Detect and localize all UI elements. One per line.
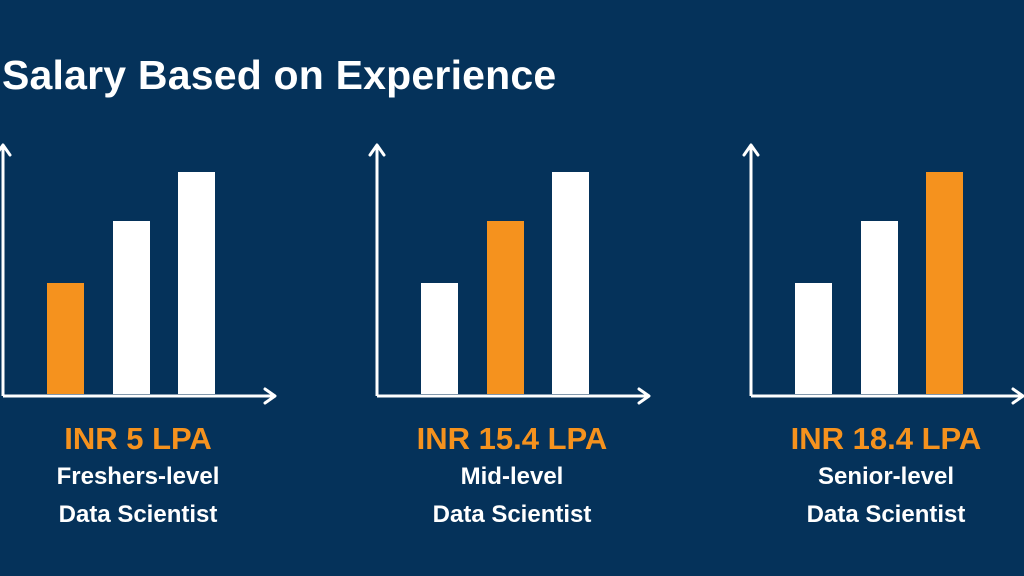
bar-2-3 bbox=[552, 172, 589, 394]
salary-value: INR 5 LPA bbox=[64, 421, 212, 456]
panel-label-2: INR 15.4 LPA Mid-level Data Scientist bbox=[372, 421, 652, 529]
x-axis-arrow-icon bbox=[637, 387, 651, 405]
bar-1-1 bbox=[47, 283, 84, 394]
y-axis-arrow-icon bbox=[742, 143, 760, 157]
y-axis-arrow-icon bbox=[0, 143, 12, 157]
bar-3-1 bbox=[795, 283, 832, 394]
bar-2-2 bbox=[487, 221, 524, 394]
chart-panel-1 bbox=[0, 143, 277, 405]
job-role: Data Scientist bbox=[58, 501, 218, 528]
experience-level: Freshers-level bbox=[56, 463, 220, 490]
job-role: Data Scientist bbox=[806, 501, 966, 528]
x-axis-arrow-icon bbox=[263, 387, 277, 405]
bar-2-1 bbox=[421, 283, 458, 394]
y-axis-arrow-icon bbox=[368, 143, 386, 157]
bar-1-2 bbox=[113, 221, 150, 394]
bar-3-2 bbox=[861, 221, 898, 394]
panel-label-1: INR 5 LPA Freshers-level Data Scientist bbox=[0, 421, 278, 529]
bar-3-3 bbox=[926, 172, 963, 394]
salary-value: INR 18.4 LPA bbox=[790, 421, 982, 456]
bar-1-3 bbox=[178, 172, 215, 394]
panel-label-3: INR 18.4 LPA Senior-level Data Scientist bbox=[746, 421, 1024, 529]
page-title: Salary Based on Experience bbox=[2, 52, 557, 98]
experience-level: Mid-level bbox=[460, 463, 564, 490]
salary-value: INR 15.4 LPA bbox=[416, 421, 608, 456]
job-role: Data Scientist bbox=[432, 501, 592, 528]
chart-panel-3 bbox=[742, 143, 1024, 405]
x-axis-arrow-icon bbox=[1011, 387, 1024, 405]
experience-level: Senior-level bbox=[817, 463, 955, 490]
chart-panel-2 bbox=[368, 143, 651, 405]
